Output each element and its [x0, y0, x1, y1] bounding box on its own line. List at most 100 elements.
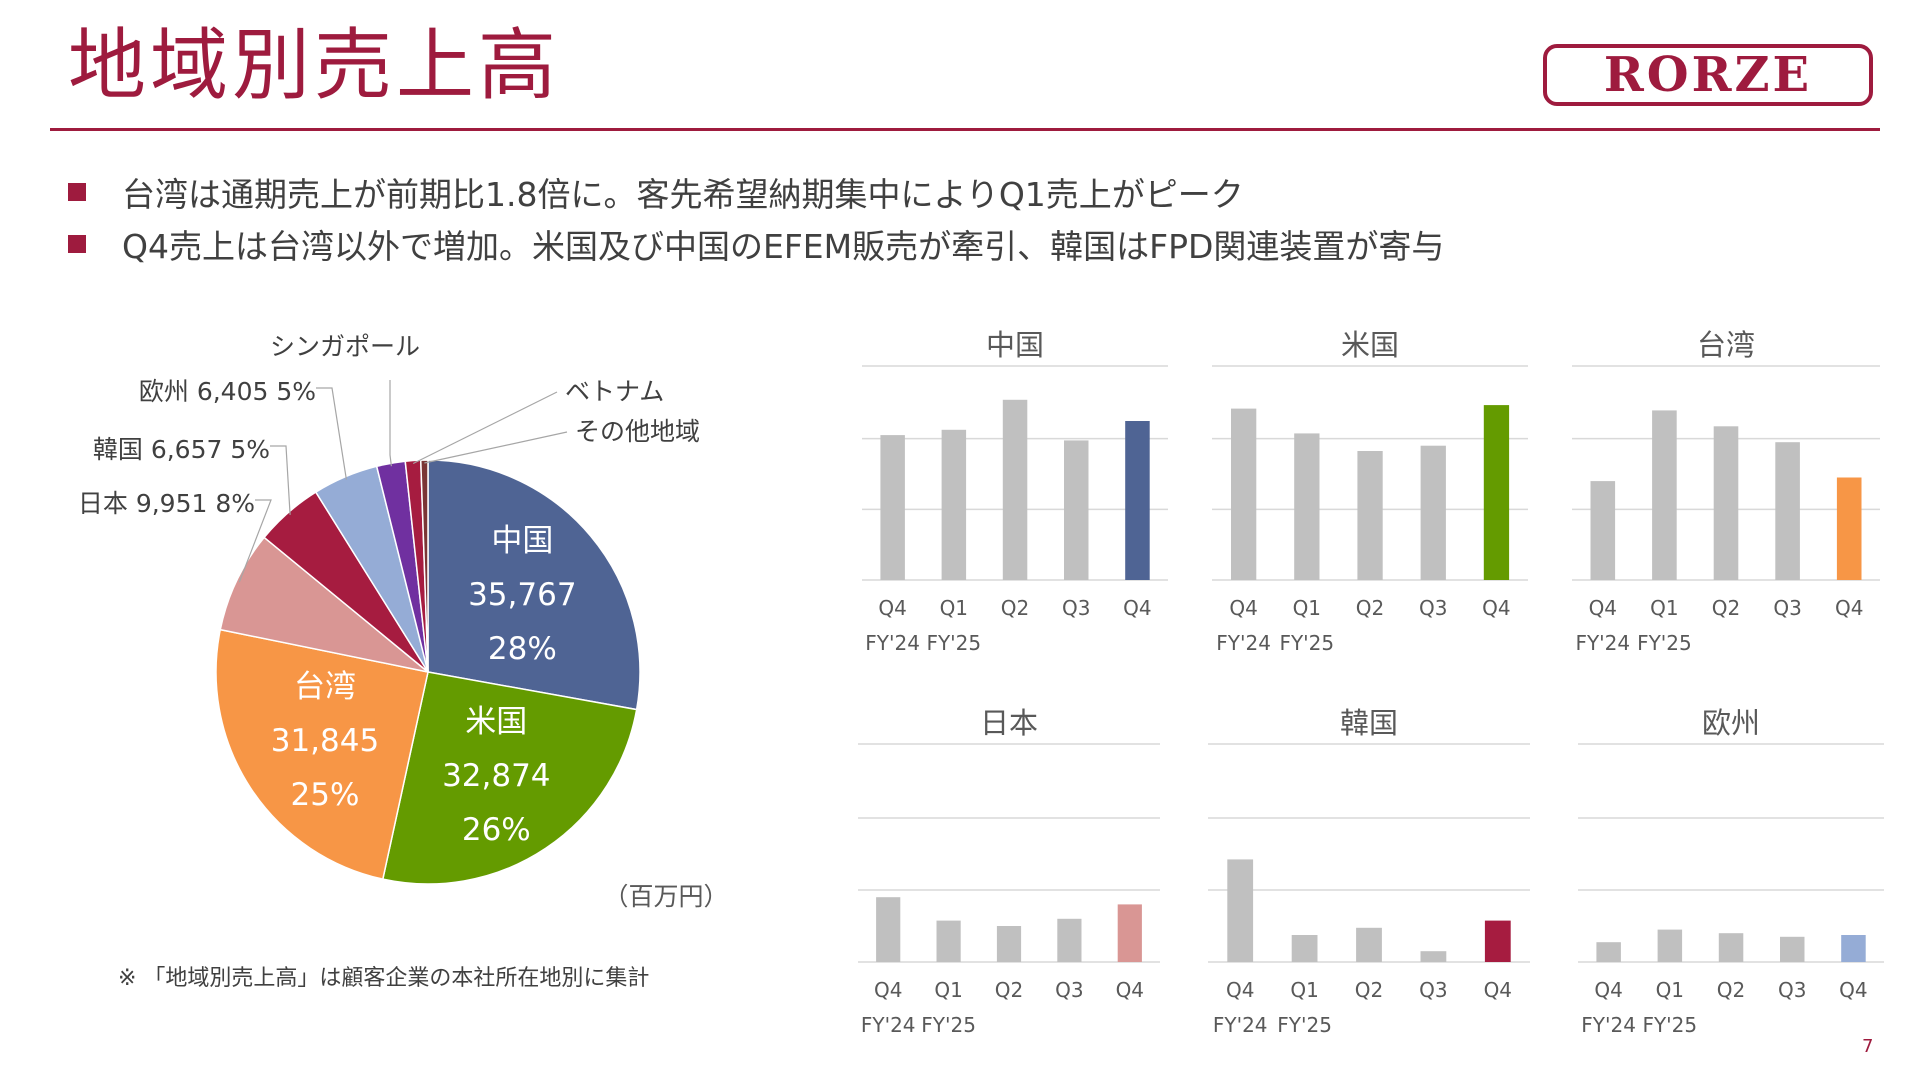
bar — [1064, 440, 1089, 580]
bar-category-label: Q4 — [1123, 596, 1151, 620]
bar-chart-title: 米国 — [1341, 328, 1399, 362]
bar-chart-panel: 台湾 Q4 Q1 Q2 Q3 Q4 FY'24 FY'25 — [1572, 328, 1880, 655]
pie-slice — [215, 628, 429, 881]
bar — [1057, 918, 1082, 962]
bar — [1002, 399, 1028, 580]
rorze-logo: RORZE — [1543, 44, 1873, 106]
bar — [1775, 442, 1800, 580]
pie-slice-value-label: 31,845 — [271, 723, 379, 759]
bar-category-label: Q3 — [1062, 596, 1090, 620]
bar-category-label: Q2 — [1717, 978, 1745, 1002]
bar-category-label: Q4 — [1116, 978, 1144, 1002]
bar — [1596, 942, 1621, 962]
fy-label: FY'25 — [1277, 1013, 1332, 1037]
logo-text: RORZE — [1603, 47, 1813, 103]
bar-category-label: Q2 — [1356, 596, 1384, 620]
bar-highlight — [1841, 935, 1866, 962]
bar — [1590, 481, 1616, 580]
pie-slice — [219, 536, 429, 673]
page-title: 地域別売上高 — [68, 21, 561, 111]
bar — [996, 926, 1022, 962]
bar-category-label: Q4 — [1594, 978, 1622, 1002]
bullet-text: 台湾は通期売上が前期比1.8倍に。客先希望納期集中によりQ1売上がピーク — [122, 175, 1244, 214]
pie-slice-percent-label: 28% — [488, 631, 557, 667]
pie-outside-label: ベトナム — [565, 377, 664, 406]
bar-category-label: Q2 — [995, 978, 1023, 1002]
bar-chart-title: 韓国 — [1340, 706, 1398, 740]
bar-highlight — [1125, 421, 1150, 580]
bar-chart-panel: 日本 Q4 Q1 Q2 Q3 Q4 FY'24 FY'25 — [858, 706, 1160, 1037]
fy-label: FY'24 — [1575, 631, 1630, 655]
bar — [936, 920, 961, 962]
bar — [1652, 410, 1677, 580]
pie-leader-line — [316, 387, 347, 480]
fy-label: FY'25 — [1279, 631, 1334, 655]
bar-category-label: Q4 — [1484, 978, 1512, 1002]
bar-category-label: Q2 — [1001, 596, 1029, 620]
bar-highlight — [1484, 920, 1511, 962]
bar — [1291, 935, 1318, 962]
bar-category-label: Q1 — [1650, 596, 1678, 620]
bullet-item: 台湾は通期売上が前期比1.8倍に。客先希望納期集中によりQ1売上がピーク — [68, 166, 1444, 218]
bar-category-label: Q3 — [1419, 596, 1447, 620]
bar-category-label: Q4 — [874, 978, 902, 1002]
bar — [876, 897, 901, 962]
bar-category-label: Q4 — [1229, 596, 1257, 620]
pie-slice-percent-label: 26% — [462, 812, 531, 848]
bar — [1718, 933, 1744, 962]
bar-highlight — [1483, 405, 1510, 580]
page-number: 7 — [1862, 1036, 1874, 1057]
bar — [1420, 445, 1446, 580]
fy-label: FY'25 — [921, 1013, 976, 1037]
bar-category-label: Q4 — [1226, 978, 1254, 1002]
pie-leader-line — [238, 499, 272, 583]
bar-category-label: Q1 — [1293, 596, 1321, 620]
unit-label: （百万円） — [603, 882, 728, 911]
bar — [1356, 927, 1382, 962]
pie-outside-label: 欧州 6,405 5% — [139, 377, 316, 406]
pie-outside-label: 韓国 6,657 5% — [93, 435, 270, 464]
bar — [1294, 433, 1320, 580]
bar-category-label: Q4 — [1835, 596, 1863, 620]
bullet-item: Q4売上は台湾以外で増加。米国及び中国のEFEM販売が牽引、韓国はFPD関連装置… — [68, 218, 1444, 270]
fy-label: FY'24 — [861, 1013, 916, 1037]
pie-outside-label: シンガポール — [270, 332, 420, 361]
bar-category-label: Q3 — [1055, 978, 1083, 1002]
bar-chart-panel: 中国 Q4 Q1 Q2 Q3 Q4 FY'24 FY'25 — [862, 328, 1168, 655]
bar-chart-title: 中国 — [986, 328, 1044, 362]
bullet-text: Q4売上は台湾以外で増加。米国及び中国のEFEM販売が牽引、韓国はFPD関連装置… — [122, 227, 1445, 266]
bar-category-label: Q1 — [1290, 978, 1318, 1002]
pie-slice-value-label: 32,874 — [442, 758, 550, 794]
bar-chart-panel: 米国 Q4 Q1 Q2 Q3 Q4 FY'24 FY'25 — [1212, 328, 1528, 655]
pie-slice-name-label: 米国 — [465, 704, 527, 740]
pie-leader-line — [270, 445, 291, 515]
footnote: ※ 「地域別売上高」は顧客企業の本社所在地別に集計 — [118, 966, 649, 991]
title-divider — [50, 128, 1880, 131]
bar-highlight — [1836, 477, 1862, 580]
bar — [1713, 426, 1739, 580]
bar — [1420, 951, 1447, 962]
bar — [1657, 929, 1683, 962]
pie-slice-name-label: 台湾 — [294, 669, 356, 705]
fy-label: FY'24 — [1581, 1013, 1636, 1037]
bar-category-label: Q4 — [1482, 596, 1510, 620]
bar-category-label: Q3 — [1419, 978, 1447, 1002]
bar — [1780, 936, 1805, 962]
fy-label: FY'24 — [865, 631, 920, 655]
bar-category-label: Q4 — [1589, 596, 1617, 620]
bar-category-label: Q1 — [940, 596, 968, 620]
bar-category-label: Q3 — [1773, 596, 1801, 620]
bar-category-label: Q4 — [878, 596, 906, 620]
pie-slice — [427, 459, 641, 711]
bar — [1227, 859, 1254, 962]
pie-slice-percent-label: 25% — [291, 777, 360, 813]
bar-highlight — [1117, 904, 1142, 962]
pie-slice-name-label: 中国 — [491, 523, 553, 559]
pie-outside-label: 日本 9,951 8% — [78, 489, 255, 518]
pie-leader-line — [424, 431, 568, 464]
bar-chart-panel: 韓国 Q4 Q1 Q2 Q3 Q4 FY'24 FY'25 — [1208, 706, 1530, 1037]
fy-label: FY'25 — [1637, 631, 1692, 655]
bar-category-label: Q1 — [1656, 978, 1684, 1002]
